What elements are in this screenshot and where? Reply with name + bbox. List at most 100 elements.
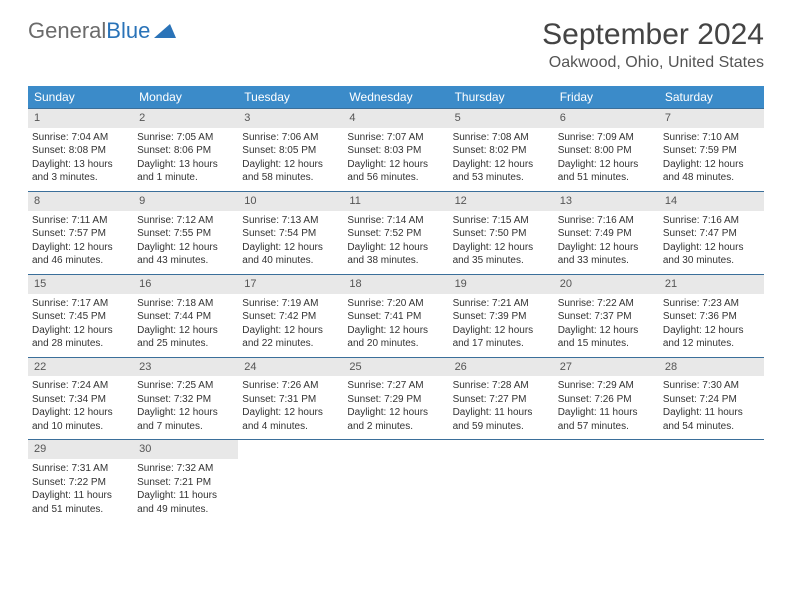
sunset-text: Sunset: 7:29 PM (347, 393, 444, 407)
dayhead-wednesday: Wednesday (343, 86, 448, 108)
day-cell: 22Sunrise: 7:24 AMSunset: 7:34 PMDayligh… (28, 358, 133, 440)
dayhead-sunday: Sunday (28, 86, 133, 108)
logo-text-general: General (28, 18, 106, 44)
daylight-text: Daylight: 13 hours and 3 minutes. (32, 158, 129, 185)
sunrise-text: Sunrise: 7:19 AM (242, 297, 339, 311)
day-cell: 30Sunrise: 7:32 AMSunset: 7:21 PMDayligh… (133, 440, 238, 522)
sunrise-text: Sunrise: 7:06 AM (242, 131, 339, 145)
sunrise-text: Sunrise: 7:05 AM (137, 131, 234, 145)
dayhead-saturday: Saturday (659, 86, 764, 108)
sunrise-text: Sunrise: 7:21 AM (453, 297, 550, 311)
sunset-text: Sunset: 7:21 PM (137, 476, 234, 490)
daylight-text: Daylight: 12 hours and 2 minutes. (347, 406, 444, 433)
sunrise-text: Sunrise: 7:26 AM (242, 379, 339, 393)
day-number: 9 (133, 192, 238, 211)
day-cell: 14Sunrise: 7:16 AMSunset: 7:47 PMDayligh… (659, 192, 764, 274)
day-cell (238, 440, 343, 522)
daylight-text: Daylight: 12 hours and 25 minutes. (137, 324, 234, 351)
day-number: 28 (659, 358, 764, 377)
day-cell: 5Sunrise: 7:08 AMSunset: 8:02 PMDaylight… (449, 109, 554, 191)
sunset-text: Sunset: 7:55 PM (137, 227, 234, 241)
sunset-text: Sunset: 8:05 PM (242, 144, 339, 158)
sunset-text: Sunset: 7:41 PM (347, 310, 444, 324)
day-cell: 28Sunrise: 7:30 AMSunset: 7:24 PMDayligh… (659, 358, 764, 440)
daylight-text: Daylight: 12 hours and 7 minutes. (137, 406, 234, 433)
day-cell: 23Sunrise: 7:25 AMSunset: 7:32 PMDayligh… (133, 358, 238, 440)
day-number: 24 (238, 358, 343, 377)
dayhead-tuesday: Tuesday (238, 86, 343, 108)
day-number: 1 (28, 109, 133, 128)
day-number: 12 (449, 192, 554, 211)
day-cell: 3Sunrise: 7:06 AMSunset: 8:05 PMDaylight… (238, 109, 343, 191)
sunrise-text: Sunrise: 7:15 AM (453, 214, 550, 228)
logo-triangle-icon (154, 18, 176, 44)
day-cell: 26Sunrise: 7:28 AMSunset: 7:27 PMDayligh… (449, 358, 554, 440)
day-number: 21 (659, 275, 764, 294)
month-title: September 2024 (542, 18, 764, 52)
day-number: 7 (659, 109, 764, 128)
sunset-text: Sunset: 7:24 PM (663, 393, 760, 407)
daylight-text: Daylight: 12 hours and 30 minutes. (663, 241, 760, 268)
daylight-text: Daylight: 12 hours and 12 minutes. (663, 324, 760, 351)
day-cell: 6Sunrise: 7:09 AMSunset: 8:00 PMDaylight… (554, 109, 659, 191)
day-cell: 12 Sunrise: 7:15 AMSunset: 7:50 PMDayligh… (449, 192, 554, 274)
daylight-text: Daylight: 12 hours and 58 minutes. (242, 158, 339, 185)
day-cell: 4Sunrise: 7:07 AMSunset: 8:03 PMDaylight… (343, 109, 448, 191)
sunrise-text: Sunrise: 7:27 AM (347, 379, 444, 393)
day-cell: 27Sunrise: 7:29 AMSunset: 7:26 PMDayligh… (554, 358, 659, 440)
day-number: 23 (133, 358, 238, 377)
sunset-text: Sunset: 7:50 PM (453, 227, 550, 241)
day-cell: 9Sunrise: 7:12 AMSunset: 7:55 PMDaylight… (133, 192, 238, 274)
day-cell (659, 440, 764, 522)
sunset-text: Sunset: 7:42 PM (242, 310, 339, 324)
sunrise-text: Sunrise: 7:32 AM (137, 462, 234, 476)
week-row: 1Sunrise: 7:04 AMSunset: 8:08 PMDaylight… (28, 108, 764, 191)
daylight-text: Daylight: 12 hours and 48 minutes. (663, 158, 760, 185)
sunrise-text: Sunrise: 7:11 AM (32, 214, 129, 228)
logo-text-blue: Blue (106, 18, 150, 44)
sunrise-text: Sunrise: 7:17 AM (32, 297, 129, 311)
sunrise-text: Sunrise: 7:14 AM (347, 214, 444, 228)
daylight-text: Daylight: 12 hours and 35 minutes. (453, 241, 550, 268)
day-cell: 21Sunrise: 7:23 AMSunset: 7:36 PMDayligh… (659, 275, 764, 357)
sunrise-text: Sunrise: 7:31 AM (32, 462, 129, 476)
sunset-text: Sunset: 7:52 PM (347, 227, 444, 241)
sunrise-text: Sunrise: 7:09 AM (558, 131, 655, 145)
day-cell: 8Sunrise: 7:11 AMSunset: 7:57 PMDaylight… (28, 192, 133, 274)
daylight-text: Daylight: 12 hours and 51 minutes. (558, 158, 655, 185)
day-number: 4 (343, 109, 448, 128)
day-cell: 13Sunrise: 7:16 AMSunset: 7:49 PMDayligh… (554, 192, 659, 274)
location: Oakwood, Ohio, United States (542, 54, 764, 72)
sunrise-text: Sunrise: 7:30 AM (663, 379, 760, 393)
daylight-text: Daylight: 12 hours and 20 minutes. (347, 324, 444, 351)
daylight-text: Daylight: 12 hours and 28 minutes. (32, 324, 129, 351)
sunset-text: Sunset: 7:39 PM (453, 310, 550, 324)
daylight-text: Daylight: 11 hours and 51 minutes. (32, 489, 129, 516)
day-number: 5 (449, 109, 554, 128)
week-row: 8Sunrise: 7:11 AMSunset: 7:57 PMDaylight… (28, 191, 764, 274)
daylight-text: Daylight: 12 hours and 46 minutes. (32, 241, 129, 268)
sunset-text: Sunset: 7:57 PM (32, 227, 129, 241)
day-number: 27 (554, 358, 659, 377)
day-cell: 2Sunrise: 7:05 AMSunset: 8:06 PMDaylight… (133, 109, 238, 191)
sunset-text: Sunset: 7:54 PM (242, 227, 339, 241)
daylight-text: Daylight: 12 hours and 4 minutes. (242, 406, 339, 433)
daylight-text: Daylight: 12 hours and 15 minutes. (558, 324, 655, 351)
sunset-text: Sunset: 8:02 PM (453, 144, 550, 158)
day-number: 20 (554, 275, 659, 294)
day-cell: 15Sunrise: 7:17 AMSunset: 7:45 PMDayligh… (28, 275, 133, 357)
week-row: 15Sunrise: 7:17 AMSunset: 7:45 PMDayligh… (28, 274, 764, 357)
day-cell: 11Sunrise: 7:14 AMSunset: 7:52 PMDayligh… (343, 192, 448, 274)
daylight-text: Daylight: 11 hours and 57 minutes. (558, 406, 655, 433)
day-cell: 10Sunrise: 7:13 AMSunset: 7:54 PMDayligh… (238, 192, 343, 274)
day-header-row: Sunday Monday Tuesday Wednesday Thursday… (28, 86, 764, 108)
dayhead-friday: Friday (554, 86, 659, 108)
calendar: Sunday Monday Tuesday Wednesday Thursday… (28, 86, 764, 522)
sunset-text: Sunset: 7:37 PM (558, 310, 655, 324)
day-cell: 18Sunrise: 7:20 AMSunset: 7:41 PMDayligh… (343, 275, 448, 357)
sunrise-text: Sunrise: 7:28 AM (453, 379, 550, 393)
day-number: 16 (133, 275, 238, 294)
sunrise-text: Sunrise: 7:25 AM (137, 379, 234, 393)
day-number: 2 (133, 109, 238, 128)
sunset-text: Sunset: 7:45 PM (32, 310, 129, 324)
